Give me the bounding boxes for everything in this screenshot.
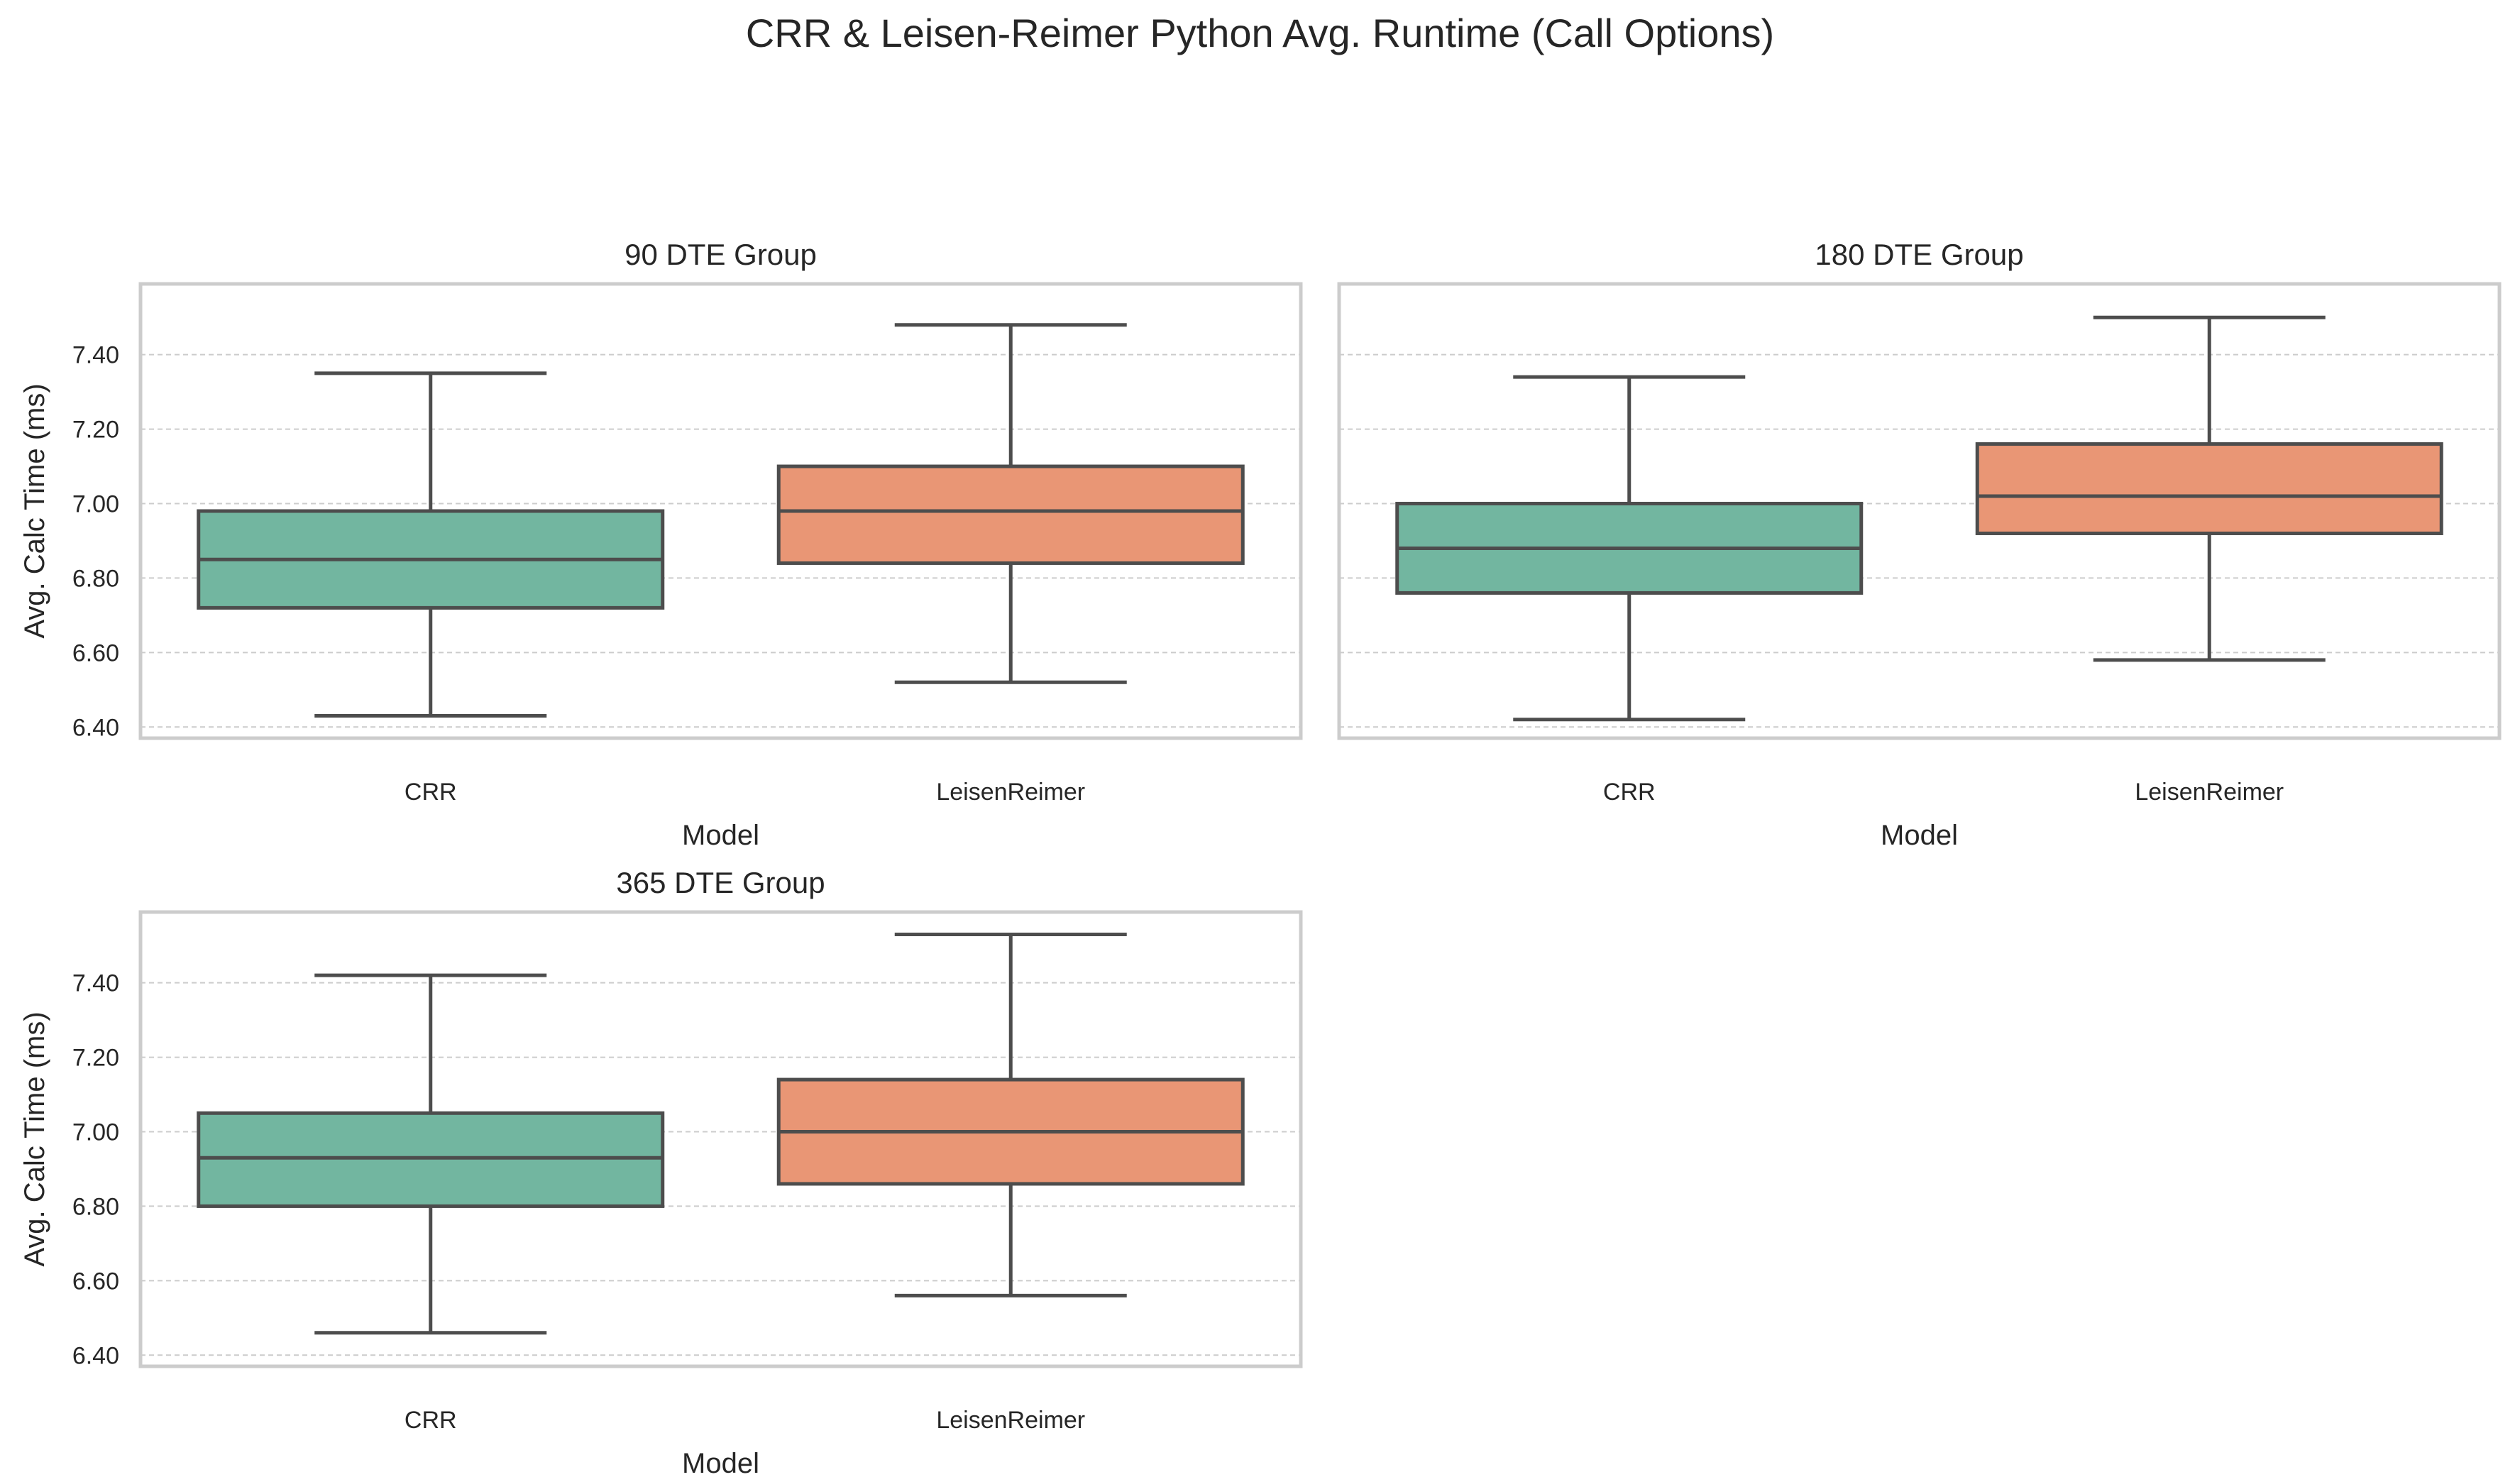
y-tick-label: 6.80 bbox=[72, 1193, 119, 1220]
subplot-1: 6.40 6.60 6.80 7.00 7.20 7.40 CRR LeisenReimer 9… bbox=[19, 238, 1303, 851]
box-body bbox=[776, 464, 1245, 565]
box-crr bbox=[197, 973, 665, 1335]
x-axis-label: Model bbox=[682, 1448, 759, 1478]
x-tick-label: CRR bbox=[405, 779, 457, 806]
subplot-title: 365 DTE Group bbox=[616, 866, 825, 899]
subplot-title: 180 DTE Group bbox=[1815, 238, 2023, 271]
box-leisenreimer bbox=[1975, 315, 2443, 662]
box-body bbox=[1975, 442, 2443, 535]
box-crr bbox=[1395, 375, 1864, 722]
subplot-title: 90 DTE Group bbox=[625, 238, 817, 271]
y-tick-label: 6.40 bbox=[72, 714, 119, 741]
axes-frame bbox=[138, 910, 1303, 1368]
box-leisenreimer bbox=[776, 932, 1245, 1297]
figure-title: CRR & Leisen-Reimer Python Avg. Runtime … bbox=[745, 11, 1775, 55]
subplot-3: 6.40 6.60 6.80 7.00 7.20 7.40 CRR LeisenReimer 3… bbox=[19, 866, 1303, 1479]
y-tick-label: 7.20 bbox=[72, 1045, 119, 1072]
y-axis-label: Avg. Calc Time (ms) bbox=[19, 1011, 50, 1266]
y-tick-label: 7.40 bbox=[72, 970, 119, 997]
y-tick-label: 6.80 bbox=[72, 565, 119, 592]
y-tick-label: 6.40 bbox=[72, 1342, 119, 1369]
y-tick-label: 7.00 bbox=[72, 491, 119, 518]
x-tick-label: CRR bbox=[1603, 779, 1656, 806]
box-leisenreimer bbox=[776, 323, 1245, 684]
y-tick-label: 7.20 bbox=[72, 417, 119, 444]
axes-frame bbox=[1337, 282, 2502, 740]
x-axis-label: Model bbox=[682, 820, 759, 851]
x-tick-label: LeisenReimer bbox=[936, 779, 1085, 806]
subplot-2: CRR LeisenReimer 180 DTE Group Model bbox=[1337, 238, 2502, 851]
y-tick-label: 7.00 bbox=[72, 1119, 119, 1146]
box-body bbox=[197, 1111, 665, 1208]
x-tick-label: LeisenReimer bbox=[936, 1407, 1085, 1434]
x-axis-label: Model bbox=[1881, 820, 1958, 851]
y-tick-label: 6.60 bbox=[72, 640, 119, 666]
y-axis-label: Avg. Calc Time (ms) bbox=[19, 383, 50, 638]
axes-frame bbox=[138, 282, 1303, 740]
y-tick-label: 6.60 bbox=[72, 1268, 119, 1295]
y-tick-label: 7.40 bbox=[72, 342, 119, 369]
x-tick-label: LeisenReimer bbox=[2135, 779, 2284, 806]
x-tick-label: CRR bbox=[405, 1407, 457, 1434]
box-crr bbox=[197, 371, 665, 718]
